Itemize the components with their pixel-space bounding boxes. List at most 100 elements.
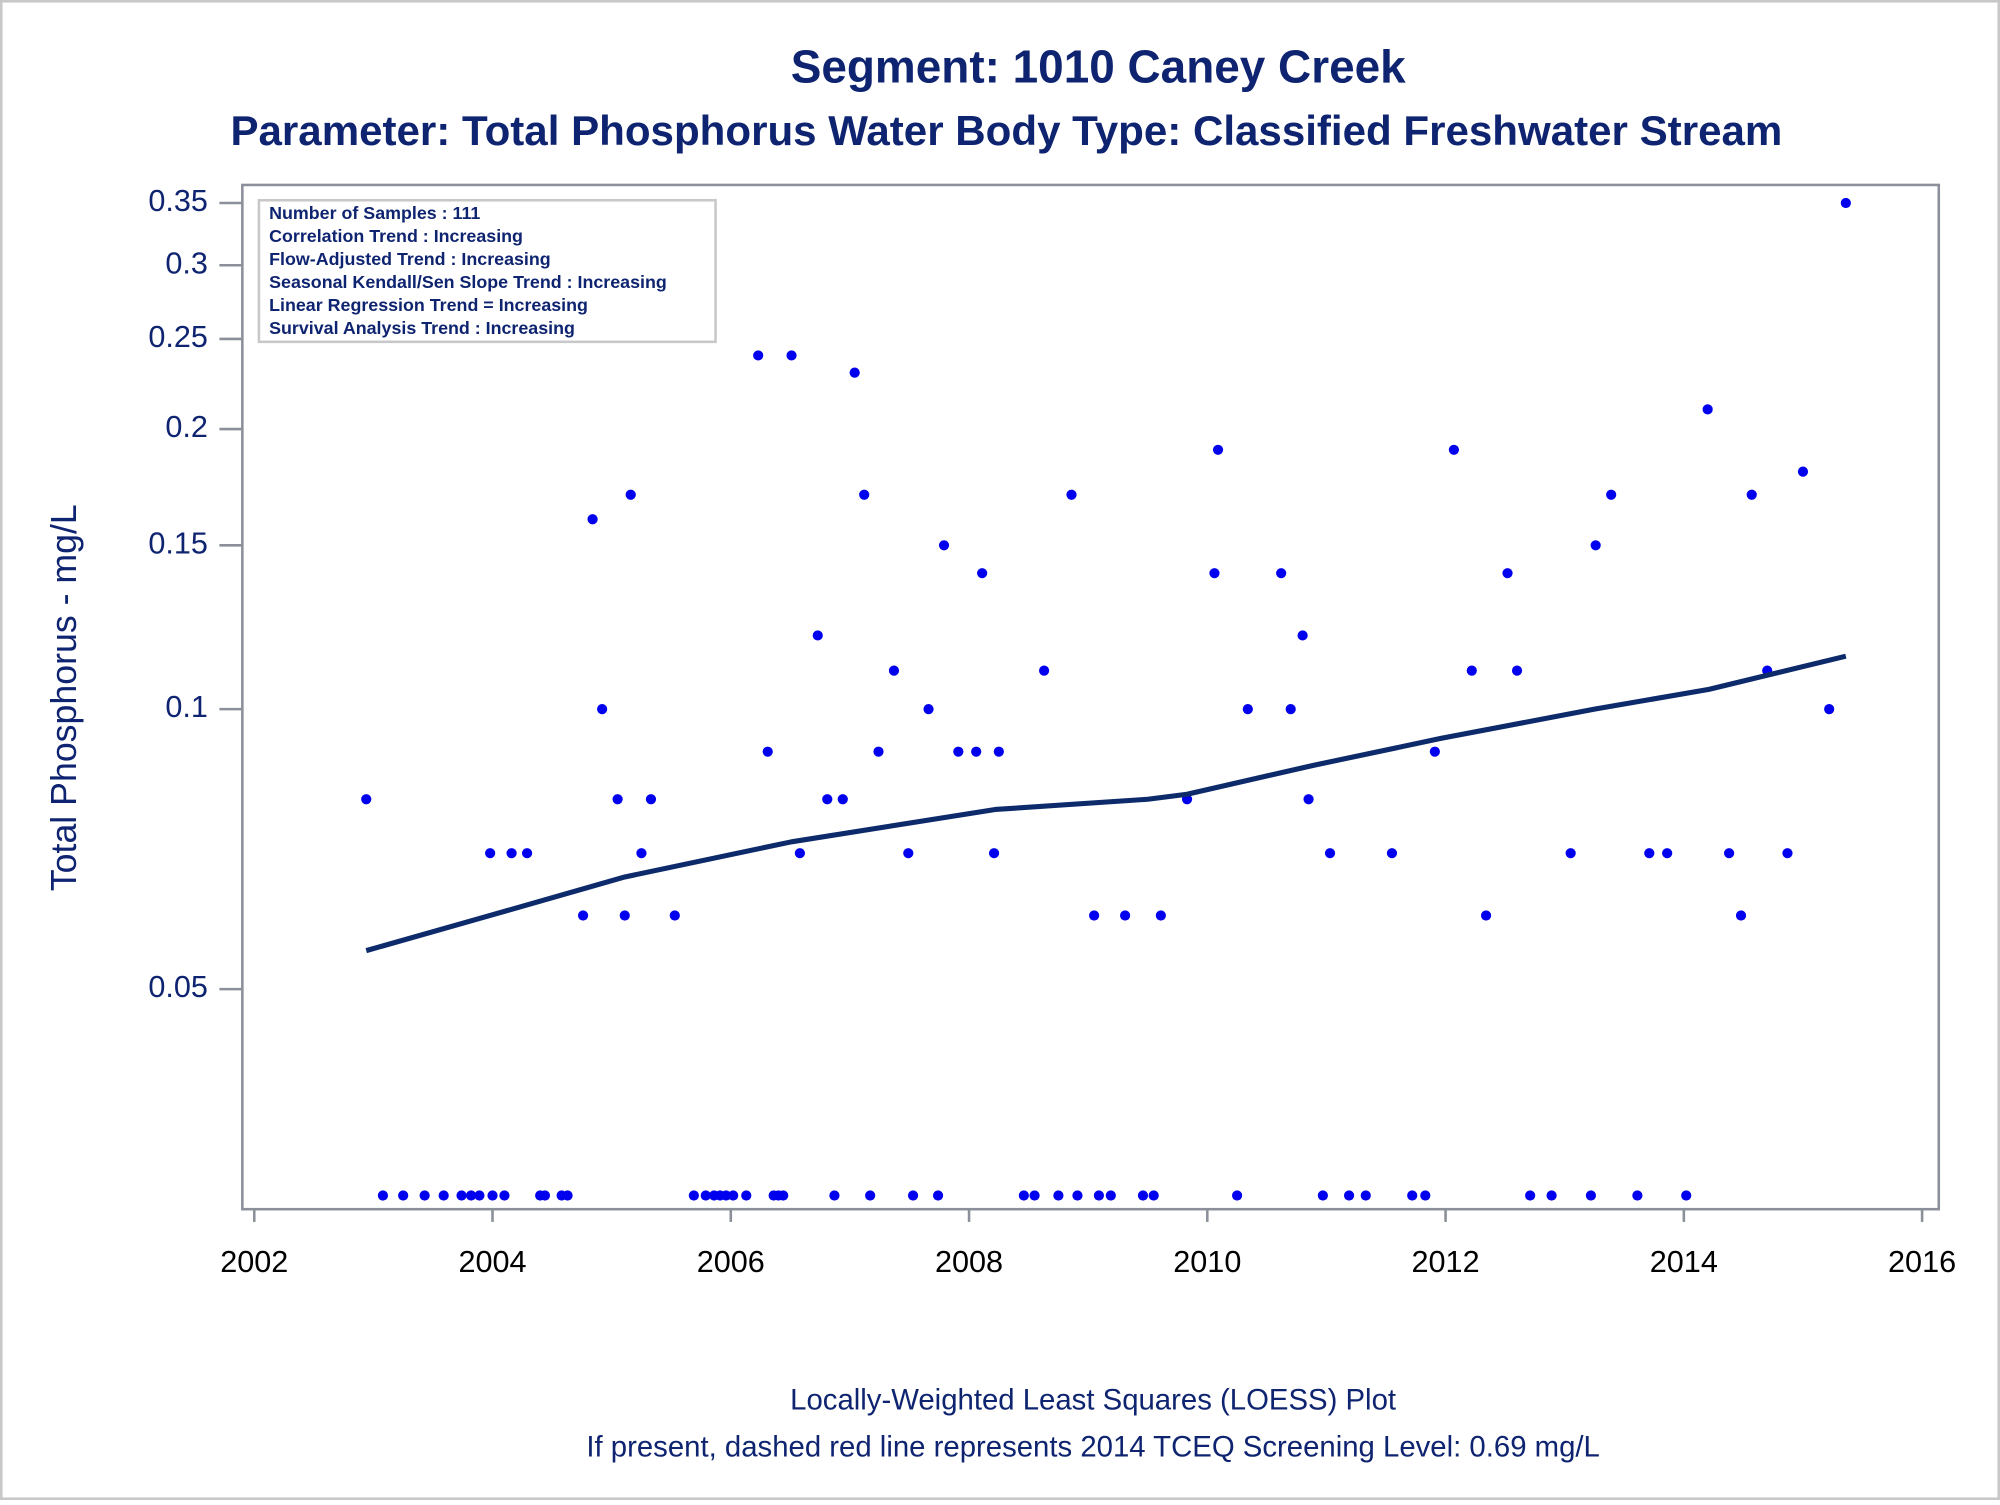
data-point [873, 746, 884, 757]
data-point [619, 910, 630, 921]
chart-title: Segment: 1010 Caney Creek [791, 40, 1406, 92]
data-point [377, 1190, 389, 1201]
stats-line: Linear Regression Trend = Increasing [269, 295, 588, 315]
x-tick-label: 2014 [1650, 1245, 1718, 1279]
data-point [977, 568, 988, 579]
data-point [728, 1190, 739, 1201]
data-point [1590, 540, 1601, 551]
data-point [474, 1190, 485, 1201]
data-point [1702, 404, 1713, 415]
data-point [487, 1190, 498, 1201]
data-point [1565, 848, 1576, 859]
data-point [1018, 1190, 1029, 1201]
data-point [506, 848, 517, 859]
x-tick-label: 2006 [697, 1245, 765, 1279]
data-point [1242, 704, 1253, 715]
data-point [1429, 746, 1440, 757]
data-point [993, 746, 1004, 757]
data-point [1644, 848, 1655, 859]
data-point [888, 665, 900, 676]
data-point [1276, 568, 1287, 579]
data-point [1606, 489, 1617, 500]
data-point [1120, 910, 1131, 921]
data-point [988, 848, 1000, 859]
data-point [1297, 630, 1308, 641]
data-point [1155, 910, 1166, 921]
stats-line: Flow-Adjusted Trend : Increasing [269, 249, 551, 269]
data-point [1303, 794, 1314, 805]
y-tick-label: 0.1 [165, 690, 208, 724]
data-point [1511, 665, 1523, 676]
data-point [688, 1190, 699, 1201]
data-point [938, 540, 950, 551]
data-point [1502, 568, 1513, 579]
footnote: Locally-Weighted Least Squares (LOESS) P… [790, 1384, 1396, 1417]
data-point [1525, 1190, 1536, 1201]
data-point [812, 630, 823, 641]
data-point [778, 1190, 789, 1201]
data-point [1797, 466, 1809, 477]
data-point [636, 848, 647, 859]
data-point [539, 1190, 551, 1201]
data-point [1782, 848, 1793, 859]
data-point [1585, 1190, 1597, 1201]
data-point [907, 1190, 919, 1201]
stats-line: Number of Samples : 111 [269, 203, 480, 223]
data-point [1448, 444, 1460, 455]
data-point [786, 350, 797, 361]
loess-line [365, 653, 1847, 954]
data-point [1072, 1190, 1083, 1201]
data-point [923, 704, 934, 715]
data-point [903, 848, 914, 859]
data-point [465, 1190, 477, 1201]
data-point [485, 848, 496, 859]
data-point [361, 794, 372, 805]
plot-frame [241, 183, 1941, 1211]
data-point [1317, 1190, 1328, 1201]
data-point [1360, 1190, 1371, 1201]
data-point [1105, 1190, 1116, 1201]
y-tick-label: 0.3 [165, 246, 208, 280]
stats-line: Correlation Trend : Increasing [269, 226, 523, 246]
data-point [829, 1190, 840, 1201]
data-point [625, 489, 636, 500]
data-point [587, 514, 598, 525]
data-point [1546, 1190, 1557, 1201]
data-point [1724, 848, 1735, 859]
data-point [741, 1190, 752, 1201]
data-point [849, 367, 860, 378]
x-tick-label: 2010 [1173, 1245, 1241, 1279]
chart-subtitle: Parameter: Total Phosphorus Water Body T… [230, 107, 1782, 154]
data-point [837, 794, 848, 805]
data-point [1137, 1190, 1149, 1201]
y-tick-label: 0.35 [148, 184, 208, 218]
data-point [1681, 1190, 1692, 1201]
data-point [1231, 1190, 1243, 1201]
data-point [1066, 489, 1077, 500]
data-point [1386, 848, 1398, 859]
data-point [932, 1190, 944, 1201]
footnote: If present, dashed red line represents 2… [586, 1431, 1600, 1464]
data-point [1324, 848, 1336, 859]
x-tick-label: 2004 [458, 1245, 526, 1279]
stats-line: Survival Analysis Trend : Increasing [269, 318, 575, 338]
data-point [794, 848, 805, 859]
data-point [1662, 848, 1673, 859]
data-point [822, 794, 833, 805]
data-point [1343, 1190, 1355, 1201]
y-tick-label: 0.25 [148, 320, 208, 354]
data-point [1285, 704, 1296, 715]
data-point [499, 1190, 510, 1201]
data-point [1420, 1190, 1431, 1201]
data-point [753, 350, 764, 361]
x-tick-label: 2016 [1888, 1245, 1956, 1279]
data-point [1466, 665, 1477, 676]
data-point [398, 1190, 409, 1201]
data-point [700, 1190, 711, 1201]
x-tick-label: 2002 [220, 1245, 288, 1279]
data-point [953, 746, 964, 757]
x-tick-label: 2008 [935, 1245, 1003, 1279]
data-point [762, 746, 773, 757]
y-tick-label: 0.05 [148, 970, 208, 1004]
